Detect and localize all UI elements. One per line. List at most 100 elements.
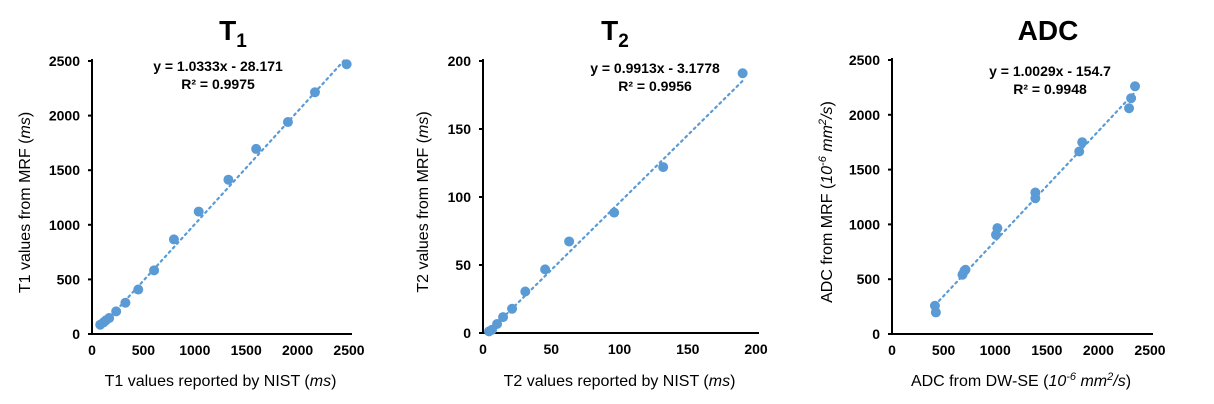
x-axis-label-close: ) [331,373,336,390]
y-axis-label-unit: ms [415,117,432,138]
x-axis-label-text: ADC from DW-SE ( [911,373,1049,390]
x-axis-label-unit: mm [1076,373,1107,390]
data-point [251,143,262,154]
y-tick-label: 1000 [849,216,880,232]
y-tick-label: 50 [455,257,471,273]
x-axis-label: T2 values reported by NIST (ms) [504,373,736,390]
trendline-equation: y = 0.9913x - 3.1778 [590,60,720,76]
y-axis-label-unit: 2 [817,119,829,126]
data-point [960,264,971,275]
chart-title: T1 [219,15,247,52]
y-axis-label: T2 values from MRF (ms) [415,111,432,292]
chart-title-main: T [219,15,236,46]
trendline-equation: y = 1.0333x - 28.171 [153,58,283,74]
chart-title-subscript: 2 [618,31,629,52]
x-axis-label-text: T1 values reported by NIST ( [105,373,311,390]
y-axis-label-unit: 10 [819,166,836,184]
y-tick-label: 0 [872,326,880,342]
data-point [930,307,941,318]
data-point [1126,93,1137,104]
y-tick-label: 2500 [49,53,80,69]
x-tick-label: 2000 [1083,342,1114,358]
data-point [1124,103,1135,114]
data-point [992,223,1003,234]
chart-1: T1 0 500 1000 1500 2000 2500 0 500 1000 1500 2000 25… [17,15,365,390]
chart-2: T2 0 50 100 150 200 0 50 100 150 200 T2 values repo… [415,15,768,390]
y-tick-label: 2500 [849,52,880,68]
x-tick-label: 500 [132,342,156,358]
chart-title-subscript: 1 [236,31,247,52]
y-axis-label-close: ) [17,112,34,117]
data-point [1077,137,1088,148]
chart-title-main: ADC [1018,15,1079,46]
x-tick-label: 1500 [1031,342,1062,358]
y-tick-label: 200 [448,53,472,69]
y-tick-label: 1500 [49,162,80,178]
data-point [507,303,518,314]
data-point [193,206,204,217]
x-axis-label-close: ) [1126,373,1131,390]
y-axis-label-text: T2 values from MRF ( [415,137,432,292]
y-axis-label-unit: /s [819,106,836,119]
x-axis-label-unit: 2 [1106,371,1113,383]
r-squared-label: R² = 0.9956 [618,78,692,94]
y-tick-label: 1500 [849,162,880,178]
y-tick-label: 2000 [49,108,80,124]
chart-3: ADC 0 500 1000 1500 2000 2500 0 500 1000 1500 2000 2… [817,15,1166,390]
data-point [564,236,575,247]
x-axis-label-unit: ms [310,373,331,390]
x-axis-label: ADC from DW-SE (10-6 mm2/s) [911,371,1131,390]
data-point [498,312,509,323]
data-point [168,234,179,245]
data-point [341,59,352,70]
x-tick-label: 2500 [333,342,364,358]
y-tick-label: 1000 [49,217,80,233]
x-tick-label: 0 [88,342,96,358]
trendline [99,56,348,330]
y-axis-label-unit: ms [17,117,34,138]
y-tick-label: 0 [463,325,471,341]
data-point [609,207,620,218]
y-axis-label-text: ADC from MRF ( [819,183,836,303]
x-tick-label: 100 [608,341,632,357]
data-point [309,87,320,98]
data-point [1030,187,1041,198]
x-tick-label: 0 [479,341,487,357]
chart-title-main: T [601,15,618,46]
data-point [133,284,144,295]
x-axis-label-unit: ms [709,373,730,390]
x-tick-label: 1500 [231,342,262,358]
x-tick-label: 2000 [282,342,313,358]
x-tick-label: 2500 [1134,342,1165,358]
r-squared-label: R² = 0.9948 [1013,81,1087,97]
data-point [111,306,122,317]
y-axis-label: T1 values from MRF (ms) [17,112,34,293]
x-axis-label-close: ) [730,373,735,390]
data-point [520,286,531,297]
x-axis-label: T1 values reported by NIST (ms) [105,373,337,390]
data-point [1130,81,1141,92]
x-tick-label: 500 [932,342,956,358]
x-axis-label-unit: /s [1112,373,1125,390]
data-point [658,162,669,173]
x-tick-label: 1000 [179,342,210,358]
x-tick-label: 200 [744,341,768,357]
x-tick-label: 0 [888,342,896,358]
data-point [737,68,748,79]
trendline-equation: y = 1.0029x - 154.7 [989,63,1111,79]
y-axis-label-close: ) [819,101,836,106]
data-point [149,265,160,276]
chart-title: T2 [601,15,629,52]
x-tick-label: 1000 [980,342,1011,358]
trendline [487,79,744,333]
data-point [104,313,115,324]
x-axis-label-text: T2 values reported by NIST ( [504,373,710,390]
data-point [492,319,503,330]
x-tick-label: 150 [676,341,700,357]
data-point [120,297,131,308]
y-tick-label: 500 [857,271,881,287]
x-axis-label-unit: -6 [1066,371,1077,383]
y-axis-label-close: ) [415,111,432,116]
y-axis-label: ADC from MRF (10-6 mm2/s) [817,101,836,303]
